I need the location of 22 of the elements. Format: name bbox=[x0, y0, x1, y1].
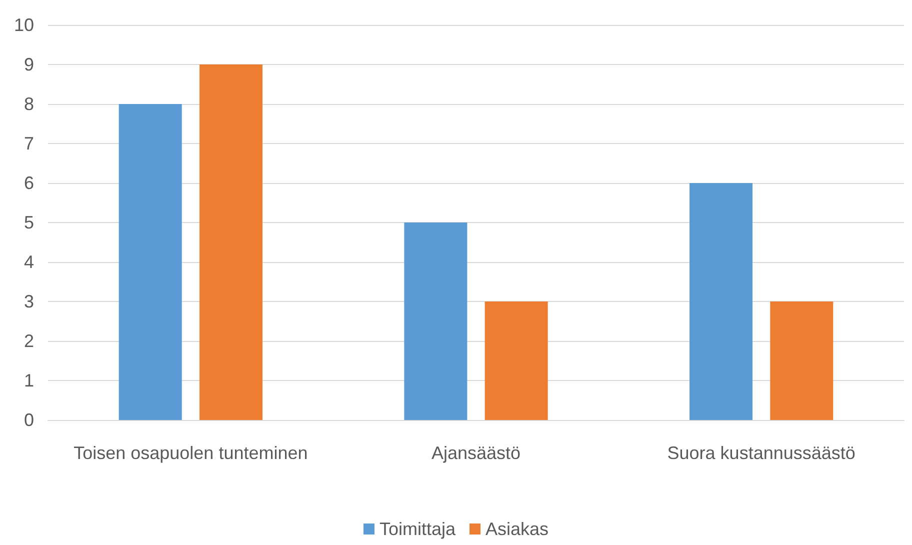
y-tick-label: 1 bbox=[24, 370, 34, 390]
x-tick-label: Toisen osapuolen tunteminen bbox=[74, 443, 308, 463]
bar bbox=[118, 104, 182, 420]
y-tick-label: 2 bbox=[24, 331, 34, 351]
x-tick-label: Ajansäästö bbox=[431, 443, 521, 463]
bar bbox=[484, 302, 548, 420]
bar bbox=[770, 302, 834, 420]
y-tick-label: 3 bbox=[24, 292, 34, 312]
y-tick-label: 7 bbox=[24, 134, 34, 154]
bar bbox=[404, 222, 468, 420]
y-tick-label: 9 bbox=[24, 54, 34, 74]
y-tick-label: 8 bbox=[24, 94, 34, 114]
y-tick-label: 4 bbox=[24, 252, 34, 272]
bar bbox=[199, 64, 262, 420]
legend-label: Toimittaja bbox=[379, 519, 456, 539]
y-tick-label: 0 bbox=[24, 410, 34, 430]
y-tick-label: 6 bbox=[24, 173, 34, 193]
y-tick-label: 5 bbox=[24, 212, 34, 232]
bar bbox=[690, 183, 753, 420]
y-tick-label: 10 bbox=[14, 15, 34, 35]
x-tick-label: Suora kustannussäästö bbox=[667, 443, 856, 463]
legend-label: Asiakas bbox=[486, 519, 549, 539]
